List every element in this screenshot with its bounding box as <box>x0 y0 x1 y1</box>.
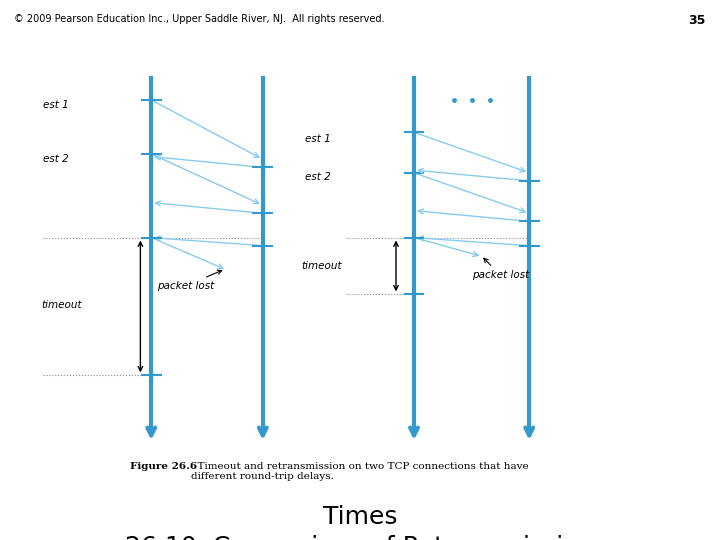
Text: packet lost: packet lost <box>472 258 529 280</box>
Text: Times: Times <box>323 505 397 529</box>
Text: est 1: est 1 <box>305 134 331 144</box>
Text: 35: 35 <box>688 14 706 26</box>
Text: packet lost: packet lost <box>157 270 222 291</box>
Text: Figure 26.6: Figure 26.6 <box>130 462 197 471</box>
Text: est 1: est 1 <box>42 100 68 110</box>
Text: timeout: timeout <box>302 261 342 271</box>
Text: timeout: timeout <box>41 300 81 310</box>
Text: 26.10  Comparison of Retransmission: 26.10 Comparison of Retransmission <box>125 535 595 540</box>
Text: © 2009 Pearson Education Inc., Upper Saddle River, NJ.  All rights reserved.: © 2009 Pearson Education Inc., Upper Sad… <box>14 14 385 24</box>
Text: est 2: est 2 <box>305 172 331 182</box>
Text: est 2: est 2 <box>42 154 68 164</box>
Text: Timeout and retransmission on two TCP connections that have
different round-trip: Timeout and retransmission on two TCP co… <box>191 462 528 481</box>
